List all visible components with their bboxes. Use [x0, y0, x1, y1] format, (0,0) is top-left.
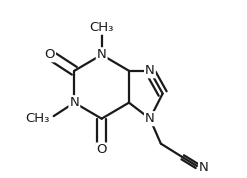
- Text: N: N: [145, 112, 155, 125]
- Text: O: O: [44, 48, 55, 61]
- Text: N: N: [199, 161, 209, 174]
- Text: N: N: [69, 96, 79, 109]
- Text: O: O: [96, 143, 107, 156]
- Text: N: N: [97, 48, 106, 61]
- Text: N: N: [145, 64, 155, 77]
- Text: CH₃: CH₃: [89, 21, 114, 34]
- Text: CH₃: CH₃: [25, 112, 50, 125]
